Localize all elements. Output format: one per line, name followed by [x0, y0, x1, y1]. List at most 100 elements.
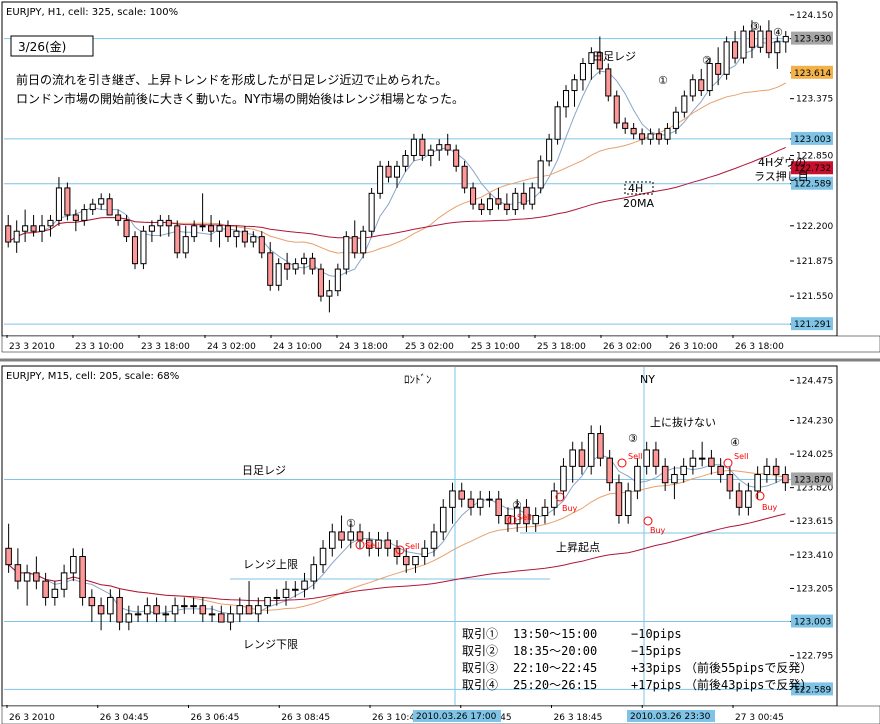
candle-body-2	[23, 572, 31, 582]
x-tick-label-0: 23 3 2010	[9, 342, 55, 352]
candle-body-17	[162, 613, 170, 616]
label-20ma: 20MA	[623, 197, 654, 210]
trades-table: 取引① 13:50〜15:00 −10pips 取引② 18:35〜20:00 …	[462, 627, 812, 692]
candle-body-74	[630, 127, 637, 135]
price-tag-box-1	[791, 65, 833, 79]
candle-body-35	[300, 257, 308, 265]
candle-body-2	[22, 225, 29, 232]
candle-body-30	[282, 588, 290, 598]
candle-body-86	[732, 41, 739, 59]
candle-body-9	[88, 596, 96, 607]
x-tick-label-8: 27 3 00:45	[735, 713, 784, 723]
candle-body-38	[356, 531, 364, 541]
trade-2-result: −15pips	[631, 644, 682, 658]
candle-body-81	[754, 474, 761, 492]
candle-body-8	[79, 555, 86, 598]
x-tick-label-2: 26 3 06:45	[191, 713, 240, 723]
price-tag-box-0	[791, 472, 833, 486]
candle-body-14	[134, 613, 142, 616]
candle-body-20	[190, 605, 197, 608]
candle-body-21	[199, 605, 207, 615]
buy-signal-3-label: Buy	[650, 526, 666, 535]
candle-body-49	[419, 138, 426, 156]
candle-body-29	[273, 596, 281, 599]
candle-body-6	[55, 187, 62, 221]
y-tick-label-9: 121.875	[796, 257, 833, 267]
x-tick-label-7: 25 3 10:00	[471, 342, 520, 352]
candle-body-66	[615, 482, 623, 517]
buy-signal-4	[755, 491, 765, 501]
candle-body-28	[241, 230, 248, 243]
y-tick-label-6: 123.205	[796, 584, 833, 594]
trade-3-name: 取引③	[462, 661, 498, 675]
x-tick-label-1: 23 3 10:00	[75, 342, 124, 352]
candle-body-74	[689, 457, 697, 467]
range-high-label: レンジ上限	[243, 558, 298, 571]
y-tick-label-1: 124.230	[796, 416, 833, 426]
y-tick-label-8: 122.795	[796, 652, 833, 662]
top-plot-frame	[1, 1, 838, 337]
sell-signal-1	[355, 540, 365, 550]
candle-body-67	[624, 490, 632, 517]
y-tick-label-4: 123.615	[796, 517, 833, 527]
candle-body-13	[115, 214, 122, 221]
candle-body-68	[634, 465, 641, 492]
buy-signal-3	[643, 516, 653, 526]
candle-body-8	[72, 214, 79, 221]
price-tag-box-2	[791, 682, 833, 696]
london-label: ﾛﾝﾄﾞﾝ	[404, 373, 432, 386]
candle-body-57	[486, 198, 494, 211]
y-tick-label-5: 122.850	[796, 151, 833, 161]
candle-body-15	[131, 236, 139, 265]
candle-body-16	[153, 605, 160, 615]
candle-body-91	[774, 41, 781, 54]
candle-body-30	[258, 236, 265, 254]
candle-body-42	[360, 230, 367, 254]
bottom-candles	[5, 425, 789, 631]
candle-body-76	[647, 133, 654, 140]
marker-3-top: ③	[750, 20, 760, 33]
price-tag-0: 123.930	[794, 35, 831, 45]
y-tick-label-3: 123.820	[796, 484, 833, 494]
candle-body-0	[5, 225, 12, 243]
marker-4-bottom: ④	[730, 436, 740, 449]
buy-signal-4-label: Buy	[762, 503, 778, 512]
x-tick-label-6: 25 3 02:00	[405, 342, 454, 352]
candle-body-24	[208, 225, 215, 232]
candle-body-44	[377, 165, 384, 194]
candle-body-81	[689, 79, 696, 97]
trade-4-time: 25:20〜26:15	[513, 678, 597, 692]
x-tick-label-0: 26 3 2010	[9, 713, 55, 723]
uptrend-start-label: 上昇起点	[556, 541, 600, 554]
candle-body-80	[681, 95, 688, 113]
price-tag-box-5	[791, 317, 833, 331]
date-box	[10, 35, 94, 57]
candle-body-63	[537, 160, 544, 189]
sell-signal-4-label: Sell	[734, 452, 748, 461]
price-tag-1: 123.614	[794, 69, 831, 79]
x-tick-label-5: 24 3 18:00	[339, 342, 388, 352]
trade-2-time: 18:35〜20:00	[513, 644, 597, 658]
candle-body-26	[245, 605, 253, 615]
x-tick-label-9: 26 3 02:00	[603, 342, 652, 352]
candle-body-60	[560, 465, 567, 492]
candle-body-65	[554, 106, 561, 140]
y-tick-label-0: 124.150	[796, 11, 833, 21]
candle-body-72	[671, 474, 678, 484]
trade-1-time: 13:50〜15:00	[513, 627, 597, 641]
candle-body-92	[782, 35, 789, 43]
candle-body-57	[532, 515, 539, 525]
candle-body-32	[275, 263, 282, 286]
price-tag-5: 121.291	[794, 320, 831, 330]
candle-body-78	[726, 474, 734, 492]
sell-signal-3-label: Sell	[628, 452, 642, 461]
moving-average-2	[7, 146, 786, 243]
range-low-label: レンジ下限	[243, 638, 298, 651]
candle-body-40	[343, 236, 350, 270]
candle-body-82	[698, 79, 705, 92]
candle-body-58	[541, 506, 549, 517]
bottom-session-lines	[230, 367, 836, 705]
sell-signal-1-label: Sell	[365, 541, 379, 550]
x-highlight-2-box	[627, 710, 715, 722]
candle-body-29	[250, 236, 257, 243]
